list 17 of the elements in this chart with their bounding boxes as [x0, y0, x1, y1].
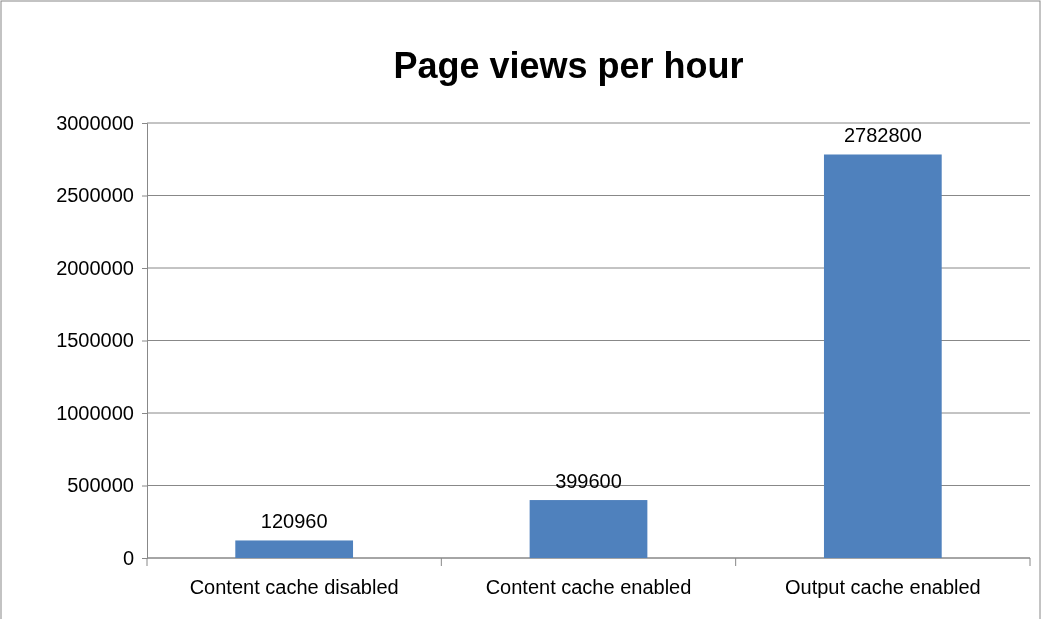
y-tick-label: 1500000: [56, 329, 134, 352]
data-label: 399600: [555, 470, 622, 493]
y-tick-label: 1000000: [56, 401, 134, 424]
bar: [235, 540, 354, 558]
x-tick-label: Content cache enabled: [485, 576, 692, 599]
y-tick-label: 500000: [67, 474, 134, 497]
y-tick-label: 3000000: [56, 111, 134, 134]
bar: [823, 154, 942, 558]
chart-title: Page views per hour: [393, 45, 744, 86]
x-tick-label: Output cache enabled: [784, 576, 981, 599]
y-tick-label: 2000000: [56, 256, 134, 279]
bar: [529, 500, 648, 558]
y-tick-label: 0: [122, 546, 134, 569]
data-label: 120960: [260, 510, 328, 533]
y-tick-label: 2500000: [56, 184, 134, 207]
data-label: 2782800: [843, 124, 922, 147]
x-tick-label: Content cache disabled: [189, 576, 399, 599]
